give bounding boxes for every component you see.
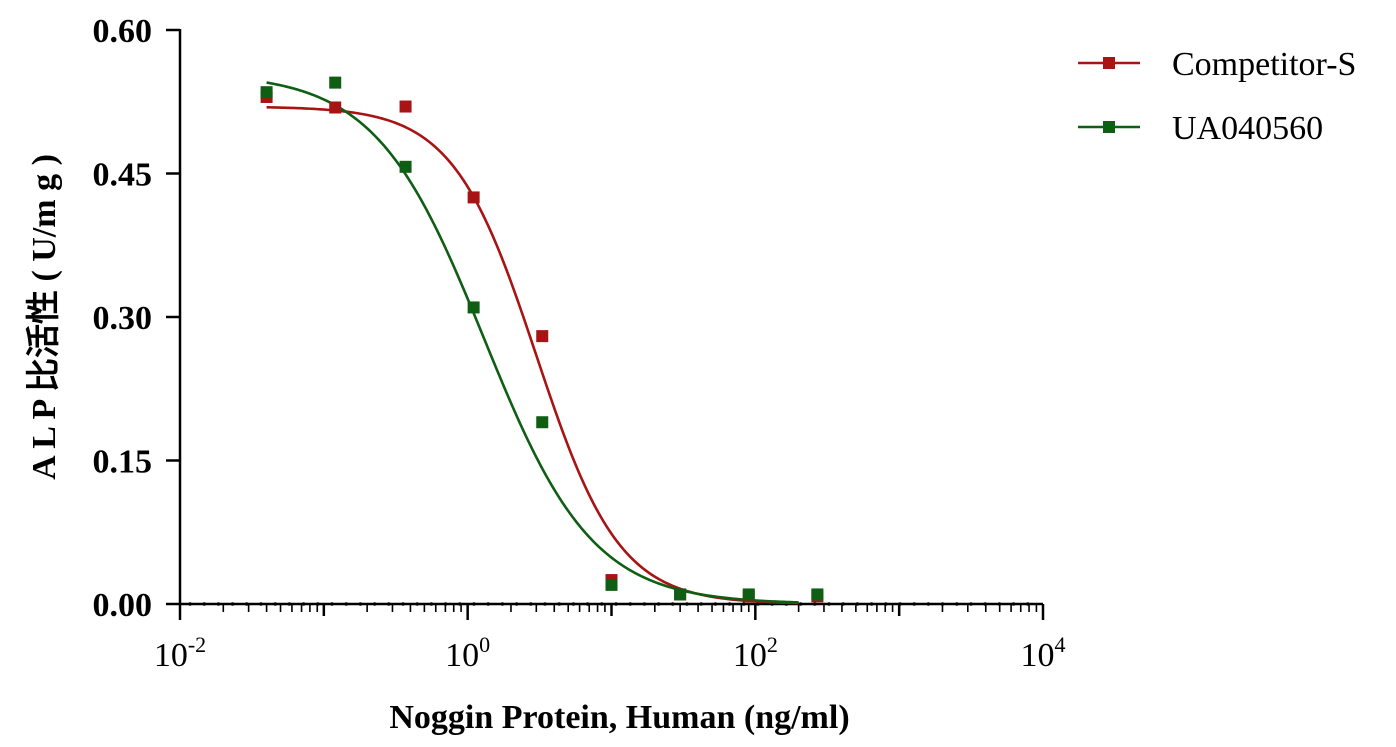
baseline-dot xyxy=(997,602,1002,606)
baseline-dot xyxy=(713,602,718,606)
ticks: 0.00 0.15 0.30 0.45 0.60 10-2 100 102 104 xyxy=(93,13,1066,674)
baseline-dot xyxy=(330,602,334,606)
data-point xyxy=(536,416,549,429)
baseline-dot xyxy=(486,602,491,606)
baseline-dot xyxy=(642,602,647,606)
y-tick-label: 0.00 xyxy=(93,587,153,624)
baseline-dot xyxy=(429,602,434,606)
baseline-dot xyxy=(344,602,349,606)
baseline-dot xyxy=(685,602,689,606)
y-axis-title: A L P 比活性 ( U/m g ) xyxy=(25,154,63,480)
baseline-dot xyxy=(827,602,831,606)
data-point xyxy=(467,301,480,314)
baseline-dot xyxy=(742,602,746,606)
baseline-dot xyxy=(316,602,320,606)
baseline-dot xyxy=(443,602,448,606)
data-point xyxy=(742,588,755,601)
baseline-dot xyxy=(514,602,519,606)
y-tick-label: 0.60 xyxy=(93,13,153,50)
fit-curve-0 xyxy=(266,106,799,605)
baseline-dot xyxy=(571,602,576,606)
axes xyxy=(178,29,1043,606)
baseline-dot xyxy=(969,602,973,606)
baseline-dot xyxy=(543,602,547,606)
x-tick-label: 102 xyxy=(733,632,778,674)
baseline-dot xyxy=(529,602,533,606)
baseline-dot xyxy=(301,602,306,606)
baseline-dot xyxy=(940,602,945,606)
data-points xyxy=(260,76,824,603)
x-tick-label: 104 xyxy=(1021,632,1066,674)
legend: Competitor-S UA040560 xyxy=(1078,46,1356,147)
baseline-dot xyxy=(585,602,590,606)
legend-item-ua040560: UA040560 xyxy=(1078,110,1323,147)
x-tick-label: 10-2 xyxy=(154,632,206,674)
baseline-dot xyxy=(358,602,363,606)
baseline-dot xyxy=(898,602,902,606)
baseline-dot xyxy=(1011,602,1016,606)
baseline-dot xyxy=(756,602,760,606)
legend-item-competitor: Competitor-S xyxy=(1078,46,1356,83)
baseline-dot xyxy=(202,602,206,606)
legend-marker-competitor xyxy=(1103,57,1115,69)
baseline-dot xyxy=(415,602,420,606)
data-point xyxy=(399,100,412,113)
baseline-dot xyxy=(841,602,845,606)
y-tick-label: 0.45 xyxy=(93,157,153,194)
baseline-dot xyxy=(912,602,916,606)
baseline-dot xyxy=(614,602,618,606)
data-point xyxy=(536,330,549,343)
baseline-dot xyxy=(813,602,817,606)
baseline-dot xyxy=(273,602,278,606)
data-point xyxy=(329,76,342,89)
baseline-dot xyxy=(1026,602,1030,606)
legend-label-competitor: Competitor-S xyxy=(1172,46,1356,83)
legend-label-ua040560: UA040560 xyxy=(1172,110,1323,147)
baseline-dot xyxy=(600,602,604,606)
baseline-dot xyxy=(287,602,292,606)
baseline-dot xyxy=(983,602,987,606)
baseline-dot xyxy=(955,602,959,606)
baseline-dot xyxy=(387,602,391,606)
data-point xyxy=(605,578,618,591)
fit-curves xyxy=(266,81,799,605)
baseline-dot xyxy=(230,602,235,606)
data-point xyxy=(399,160,412,173)
baseline-dot xyxy=(855,602,860,606)
baseline-dot xyxy=(727,602,732,606)
baseline-dot xyxy=(671,602,675,606)
baseline-dot xyxy=(245,602,249,606)
baseline-dot xyxy=(926,602,931,606)
baseline-dot xyxy=(699,602,703,606)
legend-marker-ua040560 xyxy=(1103,121,1115,133)
baseline-dot xyxy=(869,602,874,606)
baseline-dot xyxy=(458,602,462,606)
data-point xyxy=(467,191,480,204)
baseline-dot xyxy=(798,602,803,606)
baseline-dot xyxy=(472,602,476,606)
data-point xyxy=(260,86,273,99)
y-tick-label: 0.15 xyxy=(93,444,153,481)
baseline-dot xyxy=(656,602,661,606)
data-point xyxy=(329,101,342,114)
data-point xyxy=(811,588,824,601)
x-axis-title: Noggin Protein, Human (ng/ml) xyxy=(389,699,849,736)
baseline-dot xyxy=(216,602,221,606)
baseline-dot xyxy=(500,602,505,606)
baseline-dot xyxy=(188,602,192,606)
fit-curve-1 xyxy=(266,81,799,604)
baseline-dot xyxy=(884,602,888,606)
data-point xyxy=(674,588,687,601)
baseline-dot xyxy=(401,602,405,606)
baseline-dot xyxy=(372,602,377,606)
baseline-dot xyxy=(557,602,561,606)
x-tick-label: 100 xyxy=(445,632,490,674)
y-tick-label: 0.30 xyxy=(93,300,153,337)
baseline-dot xyxy=(259,602,263,606)
baseline-dot xyxy=(628,602,632,606)
